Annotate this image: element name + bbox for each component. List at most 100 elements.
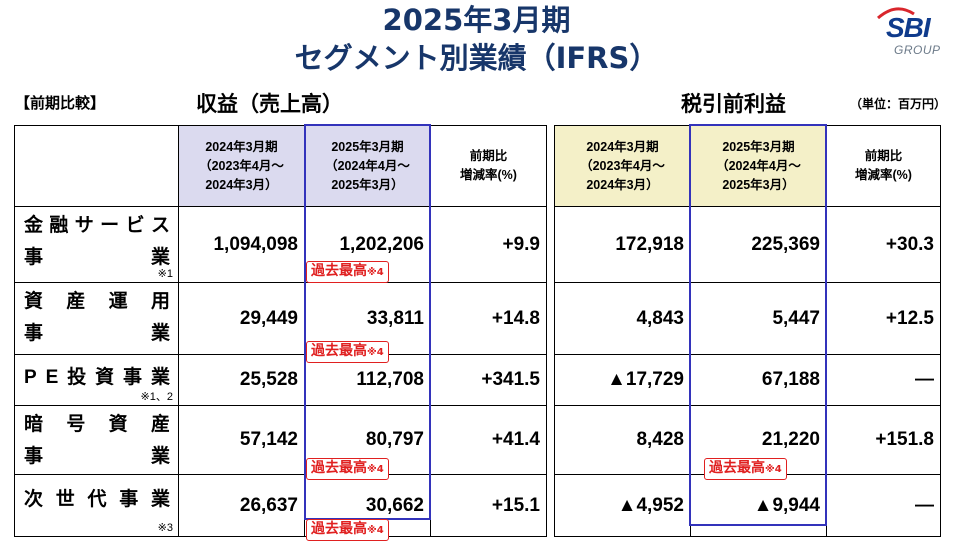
table-row: 資産運用事業 29,449 33,811 +14.8 xyxy=(14,282,547,355)
profit-curr-header-line: 2025年3月期 xyxy=(722,139,795,154)
revenue-pct-value: +14.8 xyxy=(430,282,547,355)
segment-name-line: 暗号資産 xyxy=(24,414,170,436)
segment-name-char: 事 xyxy=(119,489,139,510)
segment-name-line: 次世代事業 xyxy=(24,489,170,511)
unit-label: （単位：百万円） xyxy=(850,97,947,111)
logo-sub-text: GROUP xyxy=(894,43,941,57)
record-high-footnote: ※4 xyxy=(367,464,384,475)
segment-name-char: 暗 xyxy=(24,414,44,435)
table-row: 次世代事業 ※3 26,637 30,662 +15.1 xyxy=(14,474,547,537)
page-subtitle: セグメント別業績（IFRS） xyxy=(294,41,659,75)
sbi-group-logo: SBI GROUP xyxy=(862,6,948,62)
comparison-label: 【前期比較】 xyxy=(15,95,106,112)
record-high-footnote: ※4 xyxy=(367,347,384,358)
record-high-footnote: ※4 xyxy=(367,267,384,278)
profit-pct-value: ― xyxy=(826,474,941,537)
record-high-badge: 過去最高※4 xyxy=(306,341,389,363)
revenue-prev-value: 25,528 xyxy=(178,354,305,406)
revenue-prev-header: 2024年3月期 （2023年4月～ 2024年3月） xyxy=(178,125,305,207)
profit-pct-value: +151.8 xyxy=(826,405,941,475)
profit-label: 税引前利益 xyxy=(681,93,786,116)
profit-prev-value: ▲17,729 xyxy=(554,354,691,406)
segment-name-char: ス xyxy=(150,215,170,236)
segment-name-char: P xyxy=(24,367,37,388)
segment-name-char: 用 xyxy=(150,291,170,312)
revenue-prev-value: 57,142 xyxy=(178,405,305,475)
table-row: P E 投資事業 ※1、2 25,528 112,708 +341.5 xyxy=(14,354,547,406)
segment-footnote: ※3 xyxy=(157,522,173,534)
profit-curr-header: 2025年3月期 （2024年4月～ 2025年3月） xyxy=(690,125,827,207)
profit-prev-header-line: 2024年3月） xyxy=(586,177,659,192)
table-row: ▲4,952 ▲9,944 ― xyxy=(554,474,941,537)
revenue-pct-value: +9.9 xyxy=(430,206,547,283)
revenue-prev-header-line: 2024年3月） xyxy=(205,177,278,192)
profit-pct-header-line: 増減率(%) xyxy=(855,168,912,182)
profit-pct-header: 前期比増減率(%) xyxy=(826,125,941,207)
segment-name-char: 業 xyxy=(150,323,170,344)
record-high-text: 過去最高 xyxy=(709,460,765,476)
segment-name-char: E xyxy=(45,367,59,388)
profit-curr-value: 225,369 xyxy=(690,206,827,283)
segment-name-char: 事 xyxy=(24,323,44,344)
profit-prev-value: ▲4,952 xyxy=(554,474,691,537)
segment-name-char: 号 xyxy=(66,414,86,435)
logo-main-text: SBI xyxy=(886,12,931,43)
segment-name-char: 業 xyxy=(150,446,170,467)
profit-prev-header-line: 2024年3月期 xyxy=(586,139,659,154)
profit-prev-value: 172,918 xyxy=(554,206,691,283)
segment-name-char: 金 xyxy=(24,215,44,236)
segment-name-char: 産 xyxy=(66,291,86,312)
segment-footnote: ※1、2 xyxy=(140,391,173,403)
logo-arc-icon xyxy=(877,7,915,20)
revenue-table: 2024年3月期 （2023年4月～ 2024年3月） 2025年3月期 （2024年4… xyxy=(14,125,547,537)
table-row: 暗号資産事業 57,142 80,797 +41.4 xyxy=(14,405,547,475)
record-high-footnote: ※4 xyxy=(765,464,782,475)
profit-prev-value: 8,428 xyxy=(554,405,691,475)
segment-name-char: 資 xyxy=(95,367,115,388)
revenue-prev-value: 1,094,098 xyxy=(178,206,305,283)
record-high-badge: 過去最高※4 xyxy=(306,458,389,480)
profit-curr-value: 67,188 xyxy=(690,354,827,406)
table-row: ▲17,729 67,188 ― xyxy=(554,354,941,406)
record-high-text: 過去最高 xyxy=(311,343,367,359)
segment-name-char: 資 xyxy=(108,414,128,435)
revenue-label: 収益（売上高） xyxy=(196,93,343,116)
segment-name-char: 代 xyxy=(87,489,107,510)
segment-name-line: 事業 xyxy=(24,446,170,468)
segment-name-char: 事 xyxy=(24,247,44,268)
profit-pct-value: +12.5 xyxy=(826,282,941,355)
profit-pct-header-line: 前期比 xyxy=(864,149,903,163)
revenue-header-row: 2024年3月期 （2023年4月～ 2024年3月） 2025年3月期 （2024年4… xyxy=(14,125,547,207)
segment-name-char: ビ xyxy=(125,215,145,236)
record-high-badge: 過去最高※4 xyxy=(704,458,787,480)
segment-name-char: 業 xyxy=(150,489,170,510)
segment-name-char: 事 xyxy=(123,367,143,388)
segment-footnote: ※1 xyxy=(157,268,173,280)
segment-name-char: 次 xyxy=(24,489,44,510)
profit-pct-value: ― xyxy=(826,354,941,406)
revenue-curr-header-line: 2025年3月期 xyxy=(331,139,404,154)
record-high-text: 過去最高 xyxy=(311,521,367,537)
table-row: 4,843 5,447 +12.5 xyxy=(554,282,941,355)
profit-pct-value: +30.3 xyxy=(826,206,941,283)
revenue-curr-header-line: （2024年4月～ xyxy=(325,158,410,173)
segment-name-line: 資産運用 xyxy=(24,291,170,313)
revenue-prev-header-line: （2023年4月～ xyxy=(199,158,284,173)
revenue-prev-value: 29,449 xyxy=(178,282,305,355)
record-high-text: 過去最高 xyxy=(311,460,367,476)
revenue-curr-header-line: 2025年3月） xyxy=(331,177,404,192)
segment-name-cell: 金融サービス事業 ※1 xyxy=(14,206,179,283)
segment-name-line: 事業 xyxy=(24,247,170,269)
revenue-pct-header-line: 増減率(%) xyxy=(460,168,517,182)
revenue-pct-header: 前期比 増減率(%) xyxy=(430,125,547,207)
profit-prev-header: 2024年3月期 （2023年4月～ 2024年3月） xyxy=(554,125,691,207)
segment-name-char: 投 xyxy=(67,367,87,388)
segment-name-cell: 資産運用事業 xyxy=(14,282,179,355)
segment-name-char: 運 xyxy=(108,291,128,312)
segment-name-line: 事業 xyxy=(24,323,170,345)
table-row: 172,918 225,369 +30.3 xyxy=(554,206,941,283)
revenue-pct-value: +341.5 xyxy=(430,354,547,406)
revenue-prev-header-line: 2024年3月期 xyxy=(205,139,278,154)
table-row: 金融サービス事業 ※1 1,094,098 1,202,206 +9.9 xyxy=(14,206,547,283)
